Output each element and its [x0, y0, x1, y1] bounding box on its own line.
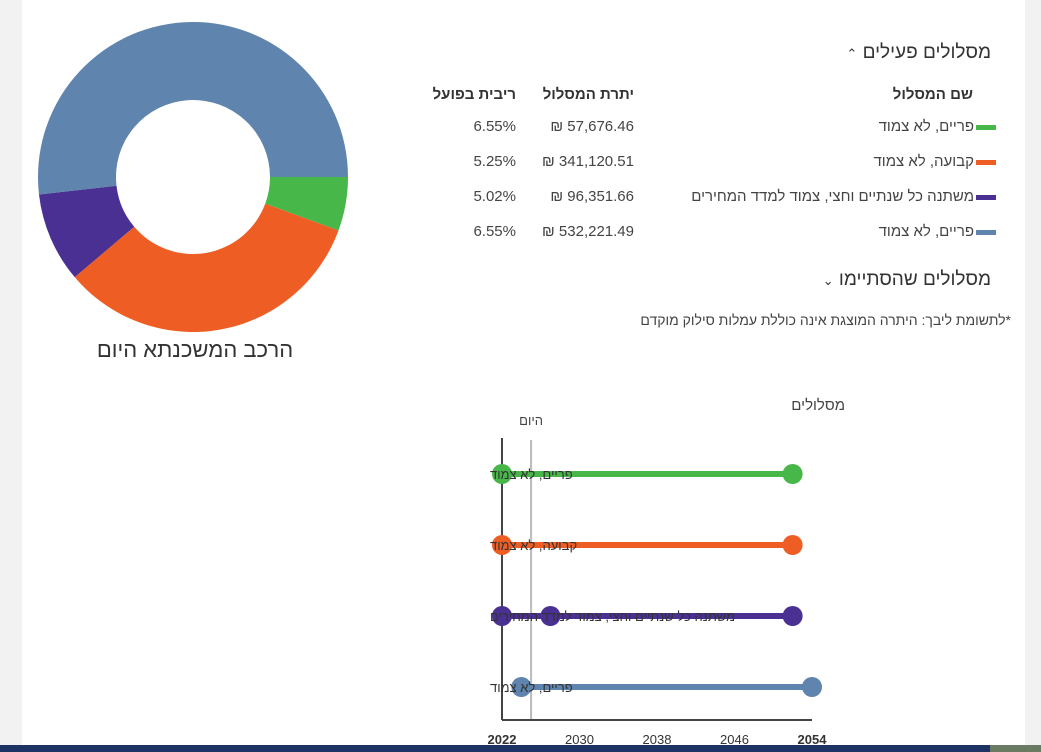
timeline-title: מסלולים — [791, 397, 845, 414]
route-label: פריים, לא צמוד — [490, 680, 573, 695]
timeline-chart: מסלולים היום 2022 2030 2038 2046 2054 פריים, לא… — [488, 397, 845, 747]
footer-corner — [990, 745, 1041, 752]
route-point[interactable] — [492, 464, 512, 484]
donut-title: הרכב המשכנתא היום — [96, 337, 294, 362]
header-route-name: שם המסלול — [892, 86, 973, 103]
x-tick-label: 2030 — [565, 732, 594, 747]
donut-slice[interactable] — [37, 21, 348, 195]
route-color-swatch — [976, 124, 996, 130]
header-rate: ריבית בפועל — [432, 86, 516, 103]
route-point[interactable] — [802, 677, 822, 697]
donut-slice[interactable] — [265, 177, 348, 231]
route-name-text: משתנה כל שנתיים וחצי, צמוד למדד המחירים — [691, 188, 974, 205]
x-tick-label: 2054 — [798, 732, 828, 747]
chevron-down-icon: ⌄ — [822, 273, 834, 288]
route-point[interactable] — [492, 606, 512, 626]
route-balance: 532,221.49 ₪ — [542, 223, 634, 240]
x-tick-label: 2022 — [488, 732, 517, 747]
donut-slice[interactable] — [38, 185, 135, 278]
route-label: משתנה כל שנתיים וחצי, צמוד למדד המחירים — [490, 609, 735, 624]
footer-bar — [0, 745, 1041, 752]
route-name: קבועה, לא צמוד — [873, 153, 996, 170]
route-name: פריים, לא צמוד — [879, 223, 996, 240]
donut-chart — [37, 21, 348, 332]
donut-slice[interactable] — [74, 203, 339, 332]
route-point[interactable] — [782, 535, 803, 555]
chevron-up-icon: ⌃ — [846, 46, 858, 61]
route-label: פריים, לא צמוד — [490, 467, 573, 482]
route-name-text: פריים, לא צמוד — [878, 223, 974, 240]
route-color-swatch — [976, 159, 996, 165]
route-color-swatch — [976, 194, 996, 200]
route-balance: 57,676.46 ₪ — [550, 118, 634, 135]
active-routes-title: מסלולים פעילים — [862, 42, 991, 63]
active-routes-toggle[interactable]: מסלולים פעילים ⌃ — [846, 42, 991, 64]
route-label: קבועה, לא צמוד — [490, 538, 577, 553]
route-point[interactable] — [782, 606, 803, 626]
route-name-text: פריים, לא צמוד — [878, 118, 974, 135]
route-color-swatch — [976, 229, 996, 235]
finished-routes-toggle[interactable]: מסלולים שהסתיימו ⌄ — [823, 269, 991, 291]
route-point[interactable] — [782, 464, 803, 484]
finished-routes-title: מסלולים שהסתיימו — [838, 269, 991, 290]
route-name-text: קבועה, לא צמוד — [873, 153, 974, 170]
route-rate: 5.25% — [473, 153, 516, 170]
route-point[interactable] — [492, 535, 512, 555]
route-rate: 5.02% — [473, 188, 516, 205]
balance-note: *לתשומת ליבך: היתרה המוצגת אינה כוללת עמ… — [640, 312, 1011, 328]
route-rate: 6.55% — [473, 223, 516, 240]
content-card — [22, 0, 1025, 752]
route-balance: 96,351.66 ₪ — [550, 188, 634, 205]
route-name: משתנה כל שנתיים וחצי, צמוד למדד המחירים — [691, 188, 996, 205]
today-label: היום — [519, 413, 543, 428]
route-balance: 341,120.51 ₪ — [542, 153, 634, 170]
route-point[interactable] — [511, 677, 532, 697]
header-balance: יתרת המסלול — [542, 86, 634, 103]
x-tick-label: 2038 — [643, 732, 672, 747]
route-rate: 6.55% — [473, 118, 516, 135]
route-name: פריים, לא צמוד — [879, 118, 996, 135]
route-point[interactable] — [540, 606, 561, 626]
x-tick-label: 2046 — [720, 732, 749, 747]
